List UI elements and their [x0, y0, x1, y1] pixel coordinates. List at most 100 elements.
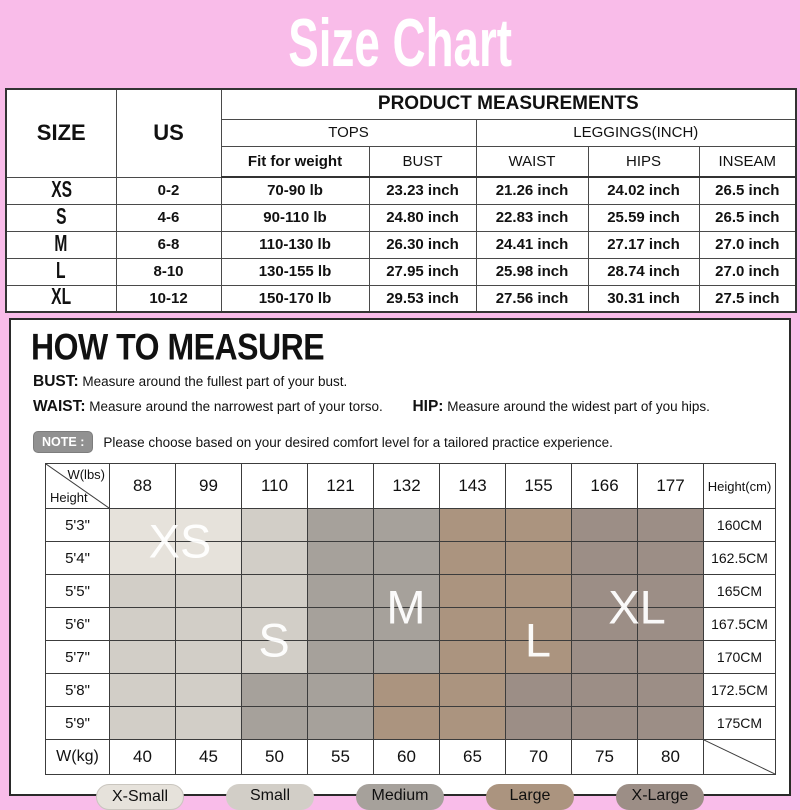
grid-height-cm-cell: 167.5CM: [703, 607, 776, 641]
waist-hip-instruction: WAIST: Measure around the narrowest part…: [33, 397, 777, 417]
inseam-cell: 27.5 inch: [698, 284, 797, 313]
grid-zone-cell-s: [109, 574, 176, 608]
bust-cell: 29.53 inch: [368, 284, 477, 313]
grid-weight-kg-cell: 75: [571, 739, 638, 775]
hips-cell: 30.31 inch: [587, 284, 700, 313]
grid-zone-cell-xl: [571, 640, 638, 674]
bust-cell: 23.23 inch: [368, 176, 477, 205]
grid-weight-kg-cell: 45: [175, 739, 242, 775]
grid-zone-cell-l: [439, 673, 506, 707]
size-cell: S: [5, 203, 117, 232]
grid-zone-cell-xl: [505, 673, 572, 707]
product-measurements-header: PRODUCT MEASUREMENTS: [220, 88, 797, 120]
hips-cell: 25.59 inch: [587, 203, 700, 232]
grid-height-cm-header: Height(cm): [703, 463, 776, 509]
inseam-cell: 27.0 inch: [698, 230, 797, 259]
grid-zone-cell-s: [241, 574, 308, 608]
waist-cell: 24.41 inch: [475, 230, 589, 259]
grid-zone-cell-s: [109, 673, 176, 707]
grid-zone-cell-xl: [571, 607, 638, 641]
grid-zone-cell-s: [175, 640, 242, 674]
grid-zone-cell-m: [241, 706, 308, 740]
size-label: L: [56, 258, 67, 284]
bust-instruction: BUST: Measure around the fullest part of…: [33, 372, 777, 392]
grid-corner-wlbs-height: W(lbs) Height: [45, 463, 110, 509]
grid-zone-cell-s: [241, 640, 308, 674]
grid-zone-cell-xs: [175, 541, 242, 575]
grid-weight-kg-cell: 80: [637, 739, 704, 775]
grid-zone-cell-xs: [175, 508, 242, 542]
waist-cell: 25.98 inch: [475, 257, 589, 286]
grid-height-cm-cell: 165CM: [703, 574, 776, 608]
weight-cell: 110-130 lb: [220, 230, 370, 259]
hips-cell: 28.74 inch: [587, 257, 700, 286]
measurements-header-row-3: Fit for weight BUST WAIST HIPS INSEAM: [6, 145, 797, 178]
grid-zone-cell-s: [241, 541, 308, 575]
size-label: S: [56, 204, 67, 230]
grid-weight-kg-cell: 55: [307, 739, 374, 775]
waist-cell: 22.83 inch: [475, 203, 589, 232]
hip-instruction-group: HIP: Measure around the widest part of y…: [412, 398, 709, 415]
grid-zone-cell-xs: [109, 541, 176, 575]
title-band: Size Chart: [0, 0, 800, 88]
inseam-header: INSEAM: [698, 145, 797, 178]
grid-zone-cell-s: [241, 508, 308, 542]
waist-instruction-text: Measure around the narrowest part of you…: [89, 399, 383, 414]
grid-weight-kg-cell: 65: [439, 739, 506, 775]
legend-pill-medium: Medium: [356, 784, 444, 810]
grid-zone-cell-s: [175, 574, 242, 608]
grid-height-cm-cell: 175CM: [703, 706, 776, 740]
weight-cell: 90-110 lb: [220, 203, 370, 232]
grid-zone-cell-xl: [637, 673, 704, 707]
us-cell: 4-6: [115, 203, 222, 232]
grid-zone-cell-m: [307, 541, 374, 575]
grid-height-cm-cell: 160CM: [703, 508, 776, 542]
weight-cell: 70-90 lb: [220, 176, 370, 205]
grid-height-cm-cell: 162.5CM: [703, 541, 776, 575]
how-to-measure-section: HOW TO MEASURE BUST: Measure around the …: [9, 318, 791, 810]
size-label: XL: [51, 285, 72, 311]
size-column-header: SIZE: [5, 88, 117, 178]
grid-header-row: W(lbs) Height 88 99 110 121 132 143 155 166 177 Hei…: [45, 463, 776, 509]
bust-cell: 24.80 inch: [368, 203, 477, 232]
size-legend: X-Small Small Medium Large X-Large: [23, 784, 777, 810]
grid-height-ft-cell: 5'6": [45, 607, 110, 641]
grid-height-row: 5'9" 175CM: [45, 706, 776, 740]
grid-zone-cell-l: [505, 508, 572, 542]
waist-cell: 27.56 inch: [475, 284, 589, 313]
bust-instruction-text: Measure around the fullest part of your …: [82, 374, 348, 389]
grid-zone-cell-xl: [637, 508, 704, 542]
grid-height-row: 5'6" 167.5CM: [45, 607, 776, 641]
grid-zone-cell-s: [109, 640, 176, 674]
grid-height-ft-cell: 5'5": [45, 574, 110, 608]
hips-header: HIPS: [587, 145, 700, 178]
grid-zone-cell-xl: [571, 574, 638, 608]
hips-cell: 27.17 inch: [587, 230, 700, 259]
grid-weight-kg-cell: 60: [373, 739, 440, 775]
bust-cell: 27.95 inch: [368, 257, 477, 286]
grid-zone-cell-xl: [637, 541, 704, 575]
grid-zone-cell-xl: [571, 508, 638, 542]
bust-instruction-label: BUST:: [33, 373, 79, 390]
grid-zone-cell-xl: [505, 706, 572, 740]
grid-zone-cell-s: [175, 607, 242, 641]
grid-zone-cell-l: [439, 574, 506, 608]
grid-weight-lbs-header: 88: [109, 463, 176, 509]
grid-zone-cell-m: [307, 706, 374, 740]
note-row: NOTE : Please choose based on your desir…: [33, 431, 777, 453]
grid-height-row: 5'4" 162.5CM: [45, 541, 776, 575]
grid-height-row: 5'8" 172.5CM: [45, 673, 776, 707]
height-label: Height: [50, 490, 88, 505]
us-column-header: US: [115, 88, 222, 178]
grid-zone-cell-m: [307, 673, 374, 707]
grid-weight-kg-cell: 70: [505, 739, 572, 775]
grid-zone-cell-xl: [637, 640, 704, 674]
grid-height-ft-cell: 5'8": [45, 673, 110, 707]
note-text: Please choose based on your desired comf…: [103, 434, 613, 450]
diagonal-line: [46, 464, 109, 508]
grid-weight-lbs-header: 121: [307, 463, 374, 509]
grid-kg-row: W(kg) 40 45 50 55 60 65 70 75 80: [45, 739, 776, 775]
grid-zone-cell-s: [109, 706, 176, 740]
size-row-s: S 4-6 90-110 lb 24.80 inch 22.83 inch 25…: [5, 203, 797, 232]
weight-cell: 150-170 lb: [220, 284, 370, 313]
